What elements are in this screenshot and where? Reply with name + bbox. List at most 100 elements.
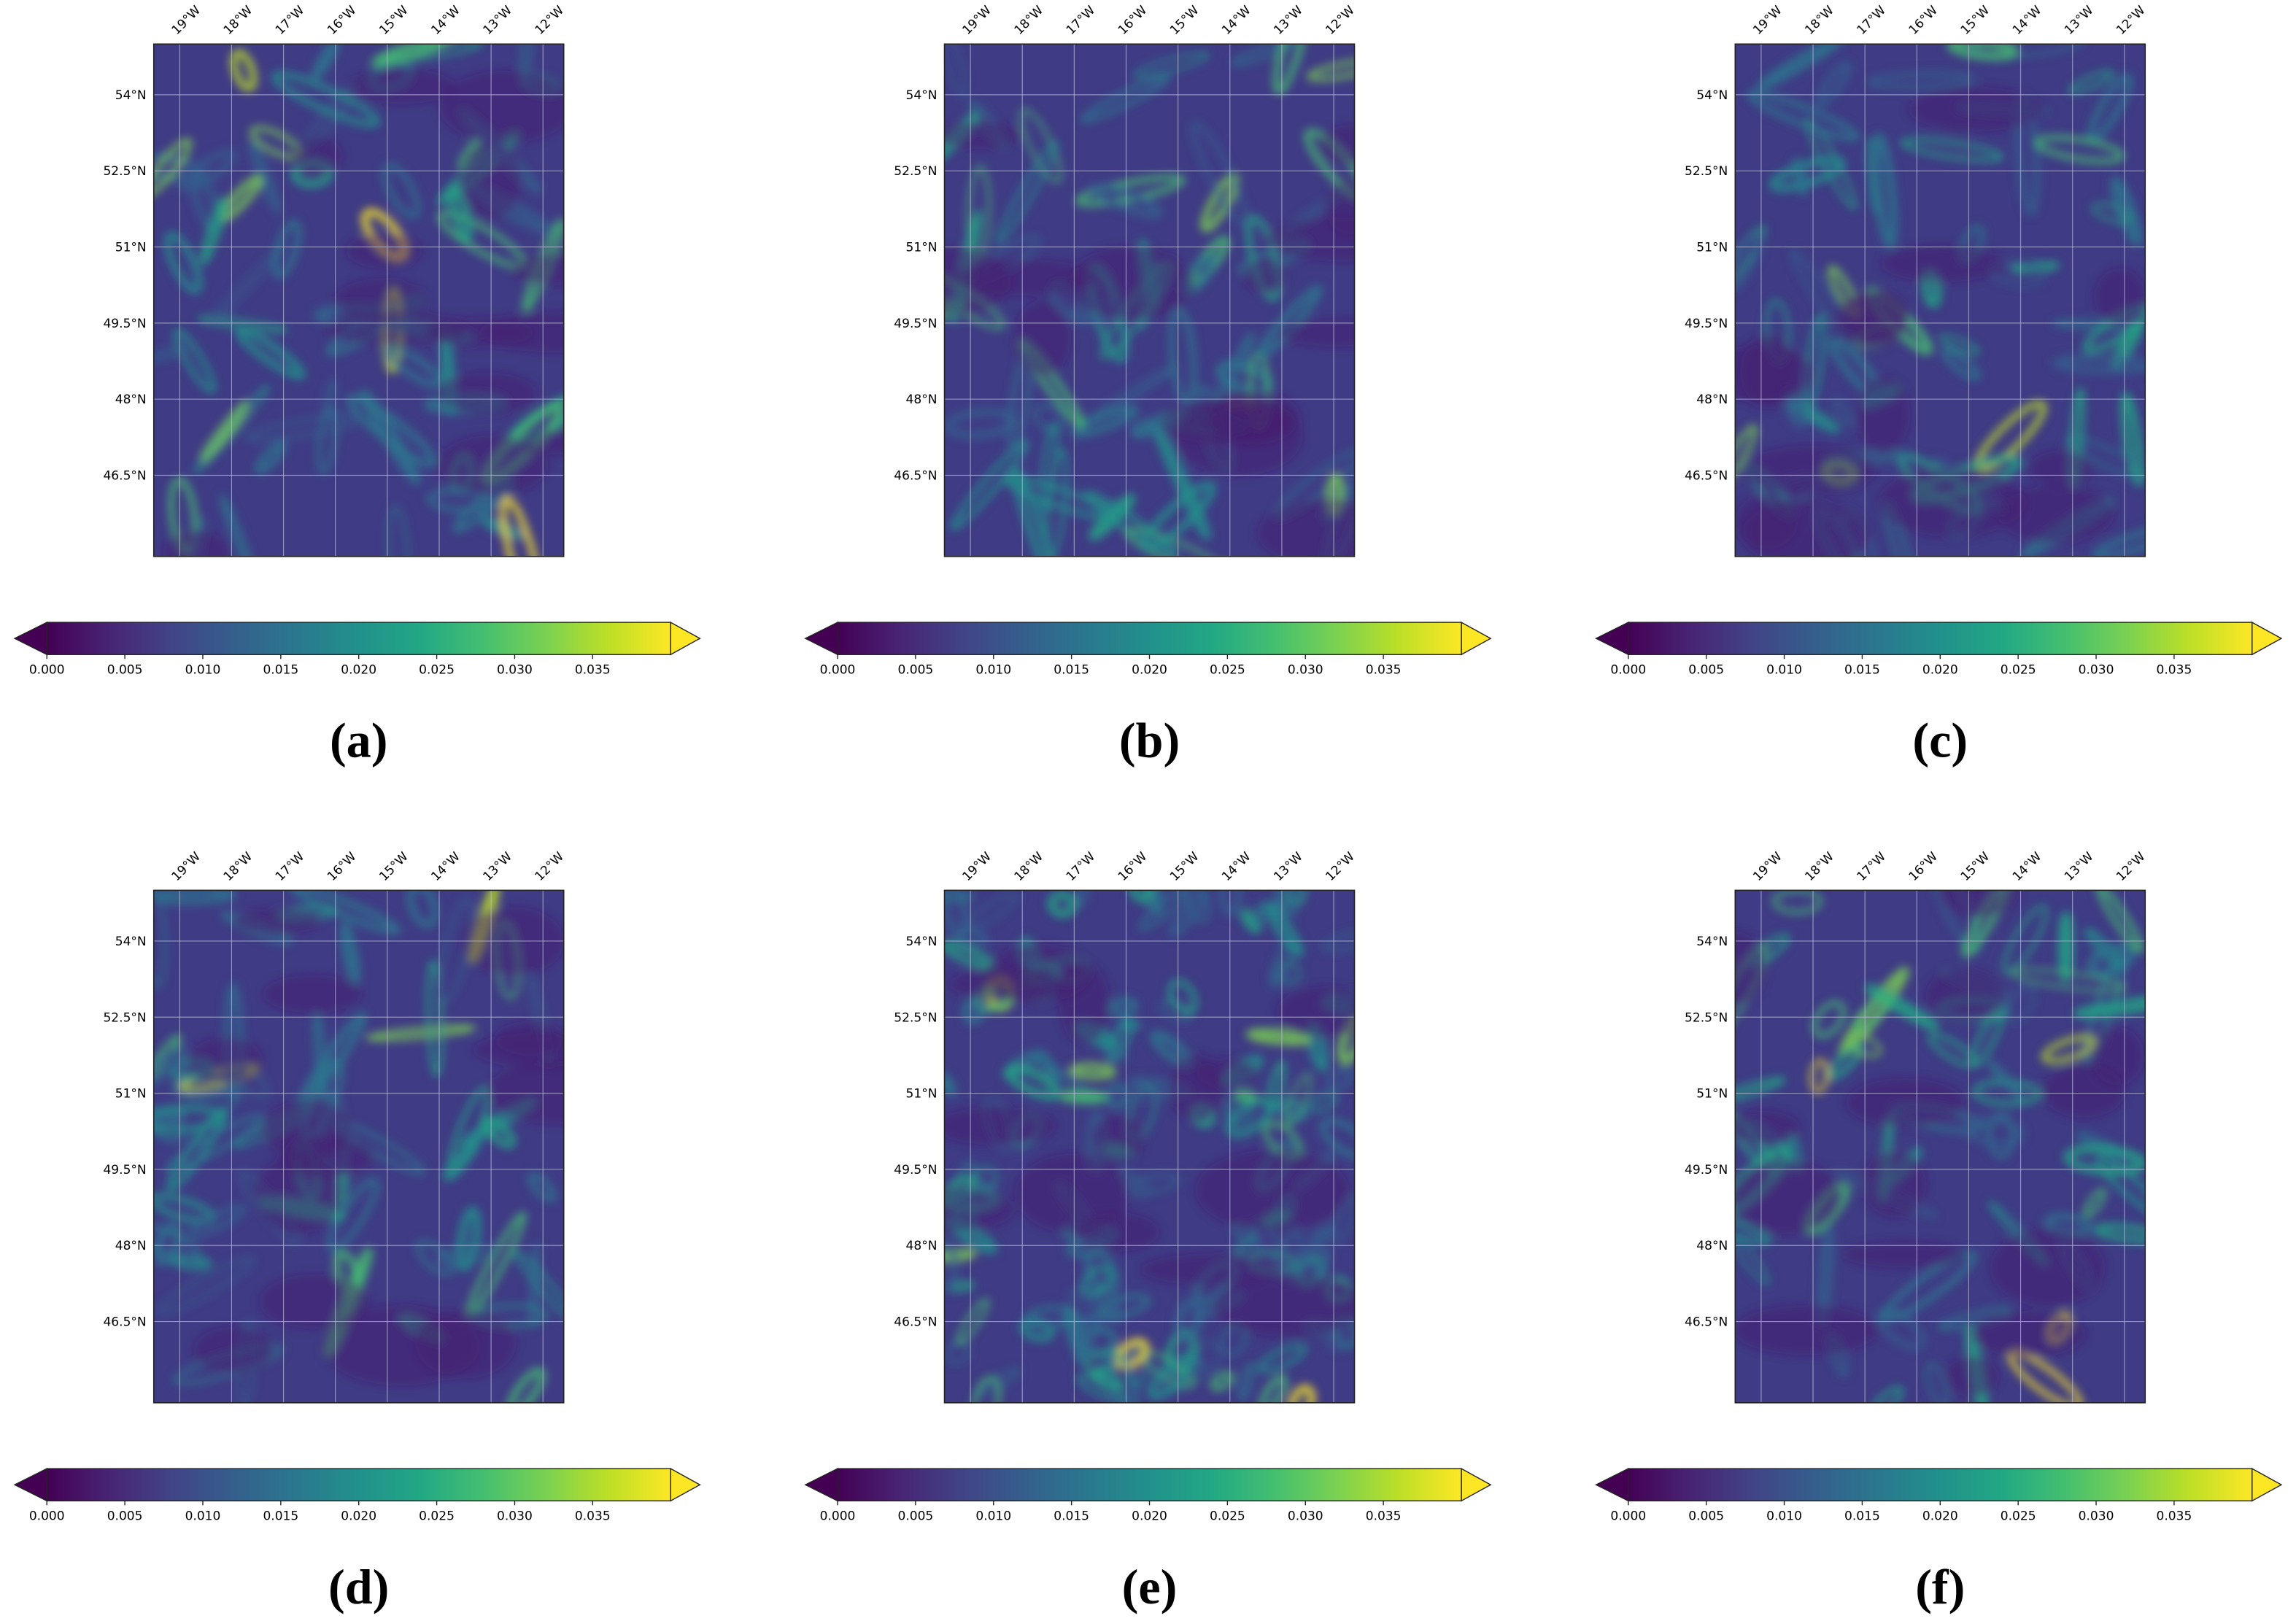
dark-patch — [1277, 319, 1355, 347]
map-frame — [943, 43, 1356, 557]
field — [944, 890, 1355, 1403]
eddy — [1927, 1032, 1978, 1068]
dark-patch — [1068, 246, 1194, 320]
eddy — [1218, 890, 1243, 916]
dark-patch — [1742, 445, 1877, 495]
lat-tick-label: 48°N — [1696, 1239, 1728, 1253]
field — [1735, 44, 2146, 557]
lat-tick-label: 52.5°N — [894, 164, 937, 179]
eddy — [1792, 157, 1808, 196]
dark-patch — [233, 908, 322, 934]
eddy — [442, 1136, 482, 1182]
dark-patch — [346, 232, 422, 269]
eddy — [944, 1238, 958, 1293]
colorbar-extend-low — [1595, 1468, 1629, 1502]
eddy — [311, 44, 341, 81]
lat-tick-label: 48°N — [1696, 392, 1728, 407]
dark-patch — [1013, 301, 1071, 377]
colorbar-tick-label: 0.005 — [897, 662, 933, 677]
lat-tick-label: 46.5°N — [894, 1315, 937, 1330]
lon-tick-label: 15°W — [1958, 3, 1993, 38]
dark-patch — [954, 259, 1099, 296]
eddy — [1257, 1343, 1307, 1374]
eddy — [1962, 1117, 2025, 1147]
colorbar-extend-high — [670, 1467, 701, 1502]
dark-patch — [1140, 1253, 1280, 1285]
lon-tick-label: 19°W — [1750, 849, 1785, 884]
colorbar-tick-label: 0.030 — [1288, 662, 1323, 677]
lon-tick-label: 12°W — [2114, 3, 2149, 38]
colorbar-tick-label: 0.035 — [1366, 662, 1402, 677]
colorbar-tick-label: 0.005 — [107, 662, 143, 677]
eddy — [480, 1116, 517, 1149]
eddy — [527, 1172, 557, 1202]
lat-tick-label: 49.5°N — [103, 1163, 146, 1177]
lon-tick-label: 17°W — [1064, 3, 1099, 38]
dark-patch — [944, 1187, 1015, 1233]
eddy — [1900, 137, 2003, 163]
lat-tick-label: 48°N — [115, 1239, 147, 1253]
dark-patch — [511, 253, 564, 286]
dark-patch — [1990, 1229, 2106, 1307]
colorbar-tick-label: 0.000 — [29, 1509, 65, 1523]
eddy — [2006, 985, 2036, 1024]
colorbar-extend-low — [804, 621, 838, 656]
eddy — [153, 147, 209, 182]
dark-patch — [414, 1309, 517, 1379]
lat-tick-label: 51°N — [1696, 1087, 1728, 1102]
eddy — [1735, 233, 1763, 294]
dark-patch — [1908, 87, 2044, 132]
dark-patch — [1075, 1212, 1159, 1252]
eddy — [2057, 911, 2074, 983]
lat-tick-label: 46.5°N — [103, 1315, 146, 1330]
dark-patch — [944, 1107, 1056, 1145]
eddy — [1876, 1307, 1926, 1350]
panel: 19°W 18°W 17°W 16°W 15°W 14°W 13°W 12°W 54°N 52.5… — [804, 849, 1492, 1614]
eddy — [1846, 1032, 1882, 1058]
eddy — [312, 1013, 328, 1099]
eddy — [1275, 890, 1299, 918]
field-texture — [153, 44, 564, 557]
colorbar-tick-label: 0.025 — [419, 662, 455, 677]
dark-patch — [2041, 1064, 2126, 1118]
colorbar-extend-low — [13, 1468, 47, 1502]
eddy — [1233, 1235, 1253, 1257]
eddy — [163, 231, 203, 294]
eddy — [2063, 1145, 2146, 1176]
lat-tick-label: 52.5°N — [1685, 1010, 1728, 1025]
eddy — [1068, 1062, 1117, 1080]
colorbar-tick-label: 0.005 — [897, 1509, 933, 1523]
map-frame — [152, 43, 565, 557]
colorbar-tick-label: 0.030 — [2079, 1509, 2114, 1523]
lon-tick-label: 12°W — [1323, 3, 1358, 38]
eddy — [1019, 108, 1062, 183]
colorbar-tick-label: 0.010 — [185, 662, 221, 677]
eddy — [1004, 1064, 1062, 1101]
dark-patch — [1014, 1153, 1130, 1233]
colorbar-tick-label: 0.035 — [2157, 1509, 2192, 1523]
eddy — [173, 328, 217, 394]
lon-tick-label: 17°W — [273, 849, 308, 884]
dark-patch — [1971, 1311, 2087, 1358]
dark-patch — [193, 1326, 272, 1374]
colorbar-tick-label: 0.025 — [419, 1509, 455, 1523]
eddy — [1174, 1299, 1203, 1343]
colorbar-tick-label: 0.020 — [1922, 1509, 1958, 1523]
lon-tick-label: 17°W — [273, 3, 308, 38]
eddy — [1812, 1000, 1847, 1038]
colorbar-tick-label: 0.015 — [1844, 662, 1880, 677]
lon-tick-label: 13°W — [1271, 3, 1306, 38]
eddy — [1159, 999, 1194, 1023]
eddy — [2034, 134, 2125, 164]
lat-tick-label: 49.5°N — [894, 317, 937, 331]
colorbar-tick-label: 0.010 — [1766, 662, 1802, 677]
lon-tick-label: 14°W — [2010, 3, 2045, 38]
colorbar-tick-label: 0.015 — [1054, 662, 1089, 677]
colorbar-tick-label: 0.010 — [975, 1509, 1011, 1523]
colorbar-tick-label: 0.020 — [1922, 662, 1958, 677]
colorbar-tick-label: 0.025 — [2001, 1509, 2036, 1523]
eddy — [1084, 1249, 1120, 1296]
eddy — [506, 1367, 546, 1403]
colorbar-tick-label: 0.030 — [1288, 1509, 1323, 1523]
